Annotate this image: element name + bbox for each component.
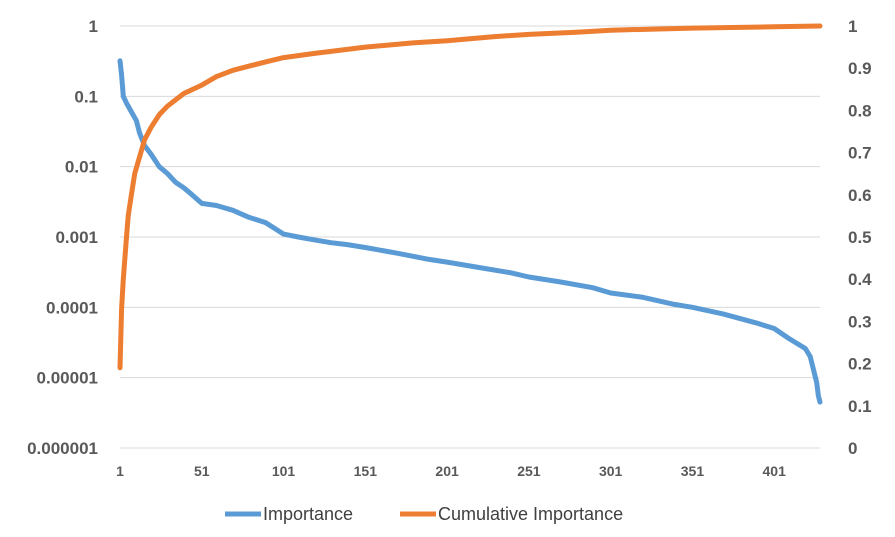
y-left-tick-label: 0.0001 <box>46 298 98 317</box>
x-tick-label: 101 <box>272 463 296 479</box>
y-right-tick-label: 1 <box>848 17 857 36</box>
y-left-tick-label: 0.000001 <box>27 439 98 458</box>
y-right-tick-label: 0.1 <box>848 397 872 416</box>
y-axis-right: 1 0.9 0.8 0.7 0.6 0.5 0.4 0.3 0.2 0.1 0 <box>848 17 872 458</box>
x-tick-label: 151 <box>354 463 378 479</box>
x-tick-label: 401 <box>763 463 787 479</box>
y-left-tick-label: 0.00001 <box>37 369 98 388</box>
legend-label: Cumulative Importance <box>438 504 623 524</box>
y-right-tick-label: 0 <box>848 439 857 458</box>
legend: Importance Cumulative Importance <box>225 504 623 524</box>
x-tick-label: 201 <box>435 463 459 479</box>
series-line-importance <box>117 58 823 405</box>
y-left-tick-label: 0.1 <box>74 87 98 106</box>
y-left-tick-label: 0.001 <box>55 228 98 247</box>
y-right-tick-label: 0.2 <box>848 355 872 374</box>
x-tick-label: 251 <box>517 463 541 479</box>
y-right-tick-label: 0.6 <box>848 186 872 205</box>
y-axis-left: 1 0.1 0.01 0.001 0.0001 0.00001 0.000001 <box>27 17 98 458</box>
x-axis: 1 51 101 151 201 251 301 351 401 <box>116 463 786 479</box>
x-tick-label: 301 <box>599 463 623 479</box>
x-tick-label: 1 <box>116 463 124 479</box>
plot-area <box>117 23 823 405</box>
gridlines <box>120 25 820 449</box>
y-right-tick-label: 0.5 <box>848 228 872 247</box>
y-left-tick-label: 0.01 <box>65 158 98 177</box>
x-tick-label: 51 <box>194 463 210 479</box>
legend-label: Importance <box>263 504 353 524</box>
series-line-cumulative-importance <box>117 23 823 371</box>
x-tick-label: 351 <box>681 463 705 479</box>
y-right-tick-label: 0.3 <box>848 312 872 331</box>
y-right-tick-label: 0.9 <box>848 59 872 78</box>
y-right-tick-label: 0.8 <box>848 101 872 120</box>
y-left-tick-label: 1 <box>89 17 98 36</box>
y-right-tick-label: 0.7 <box>848 144 872 163</box>
y-right-tick-label: 0.4 <box>848 270 872 289</box>
